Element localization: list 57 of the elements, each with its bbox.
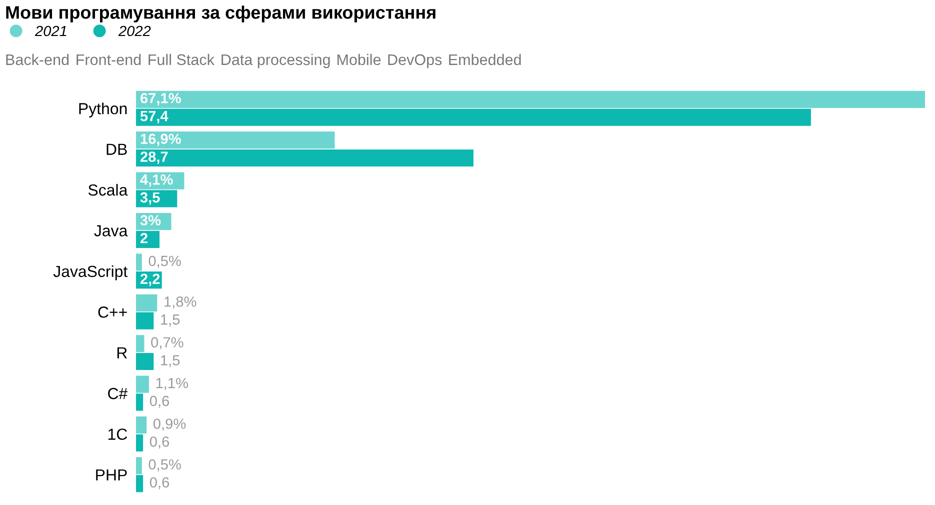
bar [136,190,178,208]
legend-label: 2022 [118,26,151,36]
data-label: 1,5 [161,355,180,368]
text: Back-end [6,54,69,66]
bar [136,149,474,167]
bar [136,475,144,492]
data-label: 57,4 [140,111,168,124]
y-tick-label: PHP [96,469,127,480]
data-label: 0,6 [150,396,169,408]
bar [136,132,335,149]
bar [136,312,154,330]
data-label: 0,7% [151,337,184,350]
data-label: 0,6 [150,477,169,490]
data-label: 1,1% [156,378,188,390]
data-label: 1,5 [161,314,180,326]
y-tick-label: C++ [98,306,127,318]
chart-title: Мови програмування за сферами використання [6,6,436,22]
data-label: 3,5 [140,192,160,205]
data-label: 2,2 [140,274,160,286]
data-label: 28,7 [140,152,168,164]
data-label: 0,9% [153,418,186,431]
bar [136,416,147,434]
y-tick-label: R [117,347,127,358]
bar [136,254,142,271]
data-label: 4,1% [140,174,173,187]
bar [136,294,158,312]
data-label: 16,9% [140,134,181,146]
text: Front-end [76,54,141,66]
data-label: 0,6 [150,436,169,449]
bar [136,457,142,474]
text: Mobile [338,54,381,66]
text: Full Stack [148,54,214,66]
y-tick-label: Scala [88,184,128,196]
data-label: 3% [140,215,161,226]
data-label: 2 [140,232,148,244]
bar [136,352,154,370]
bar [136,230,160,248]
data-label: 0,5% [148,459,181,472]
bar [136,335,144,352]
y-tick-label: DB [106,144,127,155]
bar [136,376,149,393]
bar [136,90,925,108]
data-label: 1,8% [164,296,196,309]
text: Data processing [222,54,330,68]
bar [136,108,811,126]
y-tick-label: JavaScript [53,265,128,280]
bar [136,434,144,452]
text: DevOps [388,54,442,68]
legend-label: 2021 [34,26,66,36]
text: Embedded [449,54,521,66]
y-tick-label: C# [108,388,128,400]
y-tick-label: Java [94,225,128,236]
data-label: 67,1% [140,92,181,106]
y-tick-label: Python [79,102,127,118]
bar [136,394,144,411]
data-label: 0,5% [148,256,181,268]
y-tick-label: 1С [108,428,128,440]
